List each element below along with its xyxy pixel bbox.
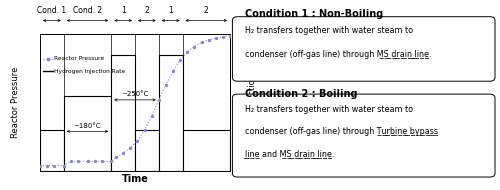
Bar	[182, 130, 230, 171]
Bar	[40, 130, 64, 171]
Bar	[159, 55, 182, 171]
Bar	[135, 130, 159, 171]
Text: H₂ transfers together with water steam to: H₂ transfers together with water steam t…	[246, 105, 414, 114]
Text: Cond. 1: Cond. 1	[38, 6, 66, 15]
Text: 1: 1	[121, 6, 126, 15]
Text: 1: 1	[168, 6, 173, 15]
Text: 2: 2	[204, 6, 208, 15]
Text: ~180°C: ~180°C	[74, 123, 102, 129]
Text: Cond. 2: Cond. 2	[73, 6, 102, 15]
Text: Hydrogen Injection Rate: Hydrogen Injection Rate	[54, 69, 126, 74]
Bar	[64, 96, 111, 171]
Text: Hydrogen Injection Rate: Hydrogen Injection Rate	[248, 51, 258, 154]
Text: H₂ transfers together with water steam to: H₂ transfers together with water steam t…	[246, 26, 414, 35]
X-axis label: Time: Time	[122, 174, 148, 184]
Text: Condition 1 : Non-Boiling: Condition 1 : Non-Boiling	[246, 9, 384, 19]
FancyBboxPatch shape	[232, 17, 495, 81]
Text: Condition 2 : Boiling: Condition 2 : Boiling	[246, 89, 358, 99]
Text: condenser (off-gas line) through M̲S̲ ̲d̲r̲a̲i̲n̲ ̲l̲i̲n̲e̲.: condenser (off-gas line) through M̲S̲ ̲d…	[246, 50, 432, 59]
Text: 2: 2	[144, 6, 149, 15]
Bar	[111, 55, 135, 171]
Text: Reactor Pressure: Reactor Pressure	[11, 67, 20, 138]
Text: condenser (off-gas line) through T̲u̲r̲b̲i̲n̲e̲ ̲b̲y̲p̲a̲s̲s̲: condenser (off-gas line) through T̲u̲r̲b…	[246, 127, 438, 136]
FancyBboxPatch shape	[232, 94, 495, 177]
Text: Reactor Pressure: Reactor Pressure	[54, 56, 104, 61]
Text: ~250°C: ~250°C	[122, 91, 148, 97]
Text: l̲i̲n̲e̲ and M̲S̲ ̲d̲r̲a̲i̲n̲ ̲l̲i̲n̲e̲.: l̲i̲n̲e̲ and M̲S̲ ̲d̲r̲a̲i̲n̲ ̲l̲i̲n̲e̲.	[246, 149, 335, 158]
